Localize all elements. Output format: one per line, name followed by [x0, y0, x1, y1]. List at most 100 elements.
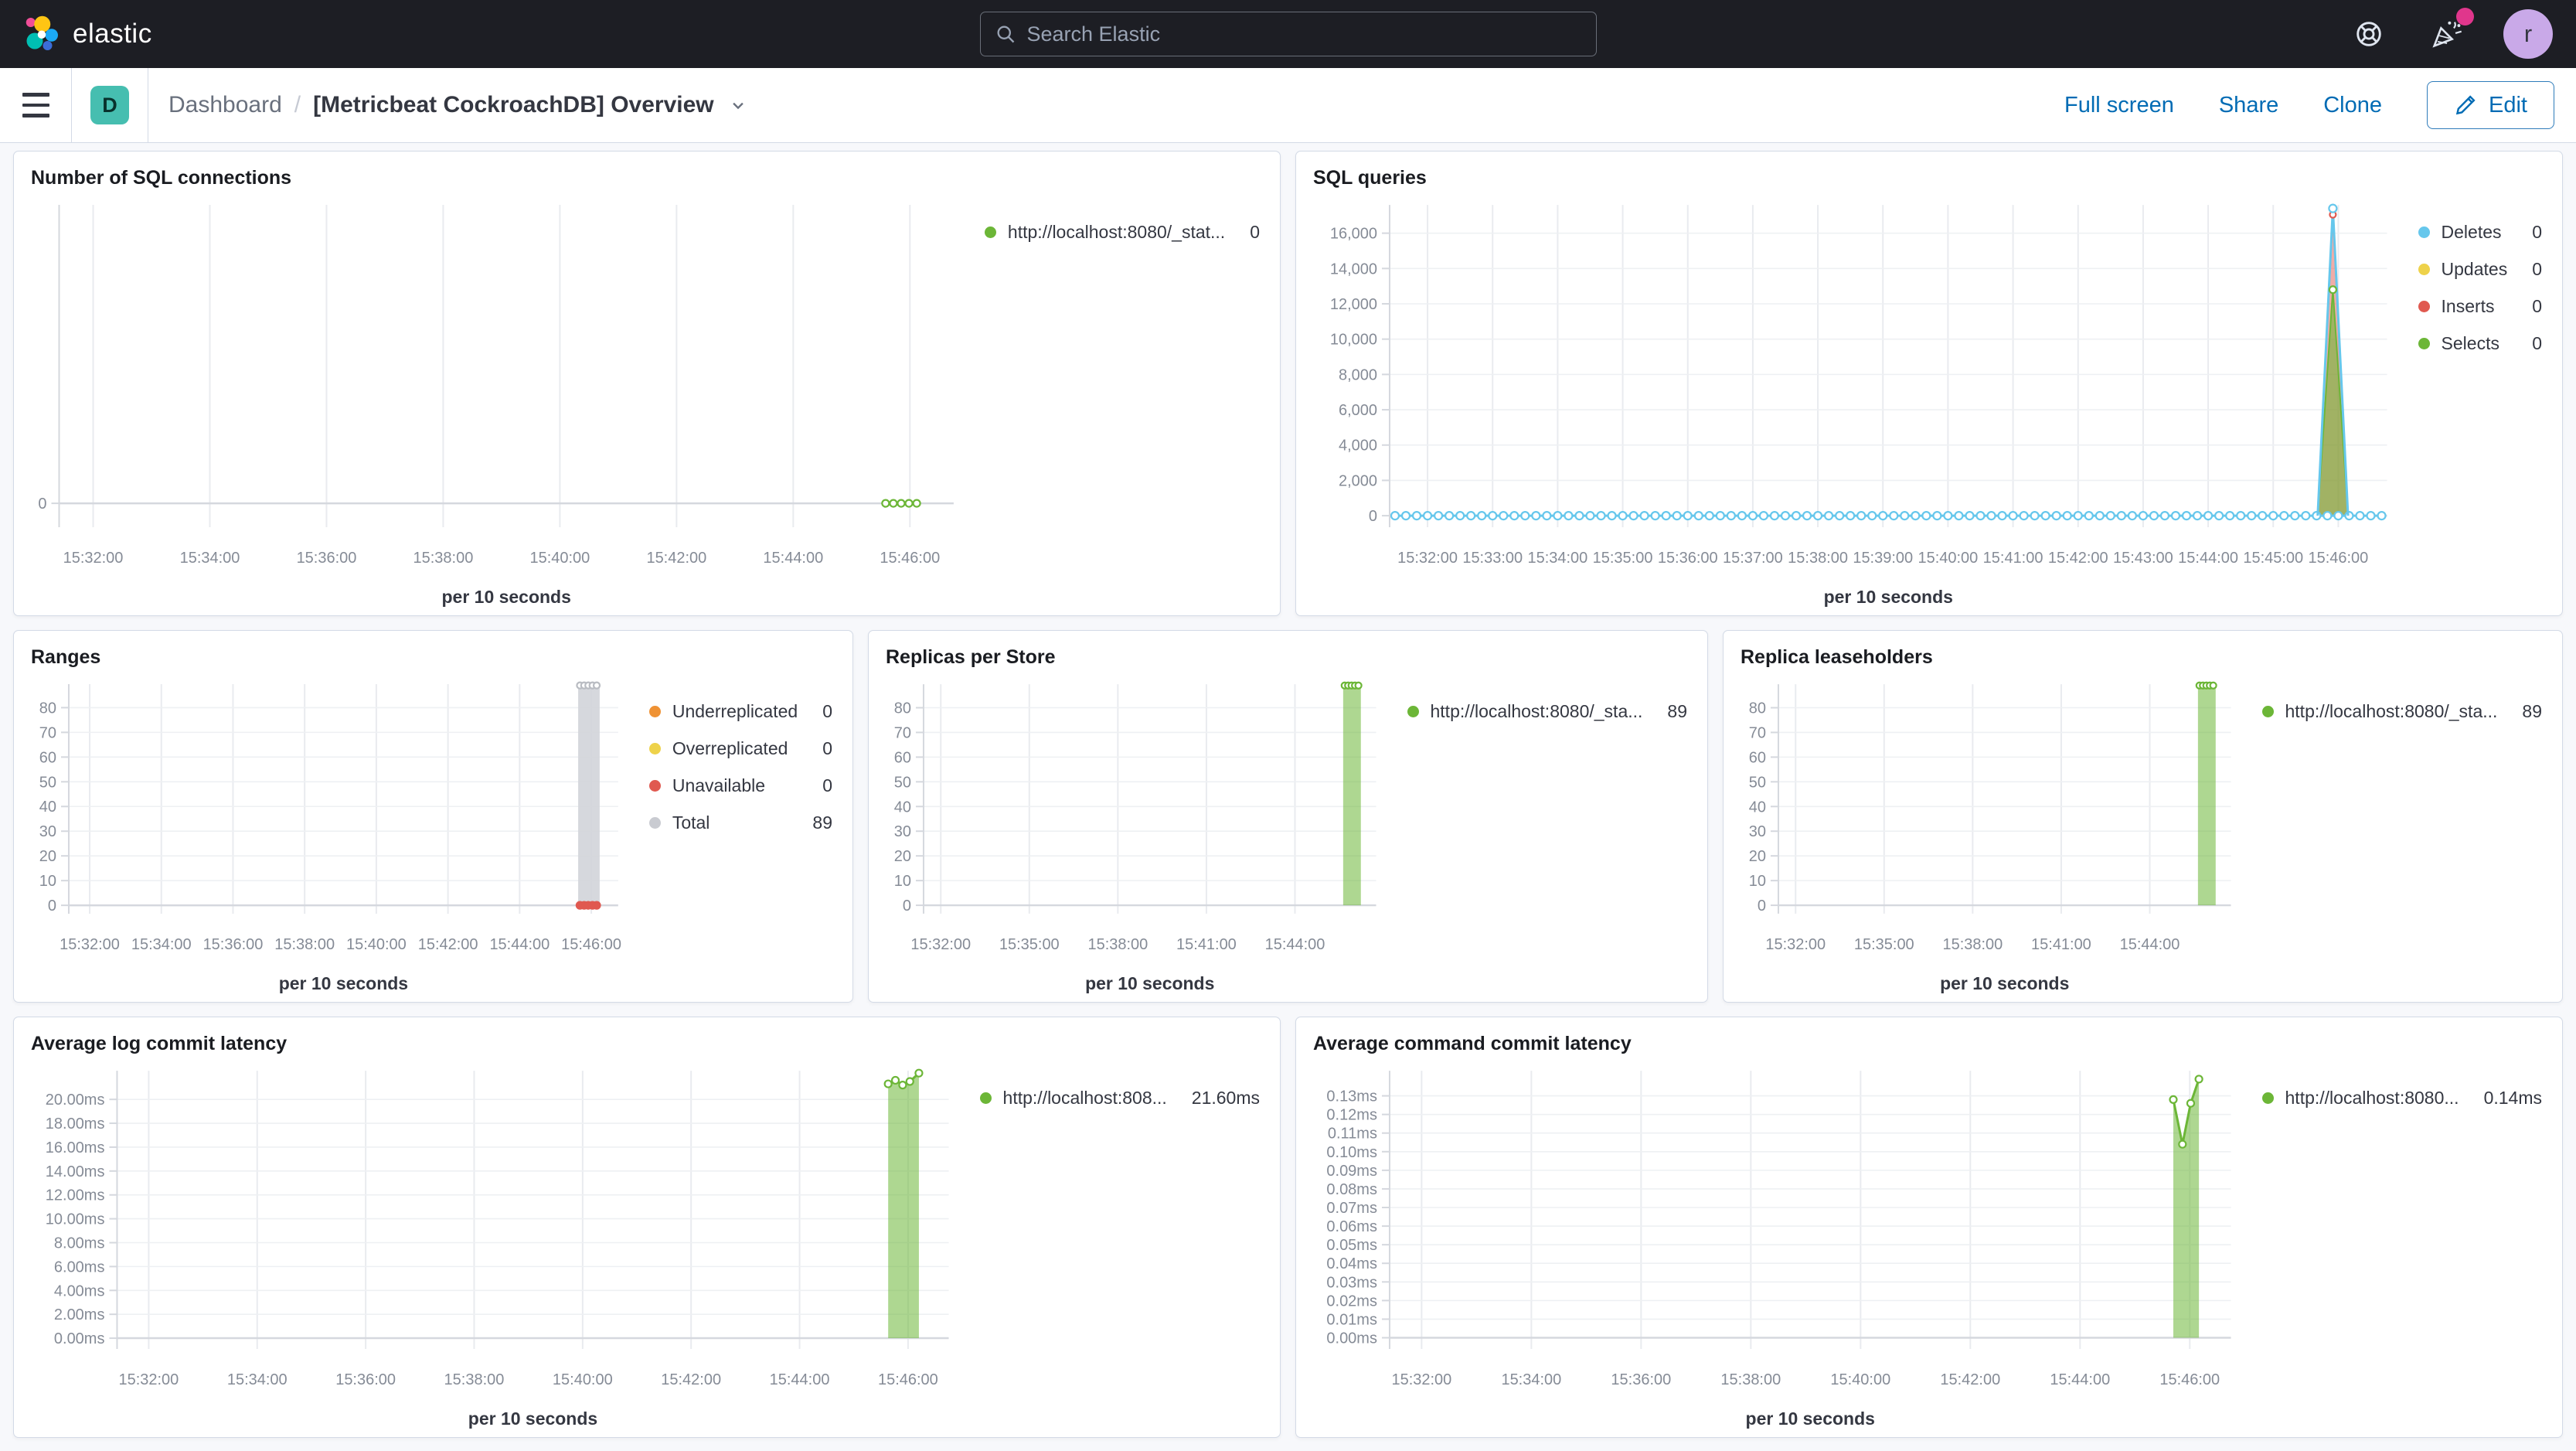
svg-text:per 10 seconds: per 10 seconds [279, 973, 408, 993]
legend-color-dot [2418, 264, 2430, 275]
svg-text:15:40:00: 15:40:00 [1918, 550, 1979, 567]
global-search[interactable] [979, 12, 1597, 56]
svg-text:20: 20 [1749, 848, 1766, 865]
legend-label: Underreplicated [672, 701, 798, 721]
breadcrumb-dashboard[interactable]: Dashboard [168, 92, 282, 118]
help-icon [2352, 17, 2386, 51]
svg-text:15:35:00: 15:35:00 [1593, 550, 1653, 567]
svg-text:12.00ms: 12.00ms [46, 1187, 105, 1204]
svg-text:15:32:00: 15:32:00 [60, 936, 120, 953]
legend-item[interactable]: Overreplicated 0 [648, 738, 832, 759]
full-screen-button[interactable]: Full screen [2064, 92, 2174, 118]
svg-text:60: 60 [39, 749, 56, 766]
svg-text:per 10 seconds: per 10 seconds [468, 1408, 597, 1429]
legend-item[interactable]: http://localhost:808... 21.60ms [979, 1088, 1260, 1109]
svg-text:15:34:00: 15:34:00 [227, 1371, 288, 1388]
menu-button[interactable] [0, 68, 71, 142]
svg-text:15:44:00: 15:44:00 [763, 550, 823, 567]
elastic-brand[interactable]: elastic [23, 14, 152, 54]
legend-item[interactable]: Inserts 0 [2418, 296, 2542, 317]
help-button[interactable] [2349, 14, 2389, 54]
svg-text:10: 10 [39, 873, 56, 890]
log-commit-latency-chart[interactable]: 0.00ms 2.00ms 4.00ms 6.00ms 8.00ms 10.00ms 12.… [28, 1060, 966, 1432]
svg-text:15:33:00: 15:33:00 [1462, 550, 1523, 567]
edit-button[interactable]: Edit [2427, 81, 2554, 129]
chart-legend: http://localhost:8080/_stat... 0 [984, 222, 1260, 259]
svg-text:0.08ms: 0.08ms [1326, 1181, 1377, 1198]
legend-color-dot [648, 743, 661, 754]
svg-text:80: 80 [39, 700, 56, 717]
panel-title: Average log commit latency [31, 1033, 288, 1054]
legend-value: 89 [2522, 701, 2542, 721]
legend-value: 21.60ms [1191, 1088, 1260, 1108]
svg-text:0.11ms: 0.11ms [1328, 1126, 1377, 1143]
legend-label: Total [672, 812, 710, 833]
panel-ranges: Ranges 0 10 20 30 40 50 60 70 80 15:32:00 15:34:00… [13, 630, 853, 1003]
svg-text:0: 0 [903, 898, 911, 915]
legend-item[interactable]: Updates 0 [2418, 259, 2542, 280]
legend-item[interactable]: Deletes 0 [2418, 222, 2542, 243]
svg-text:6.00ms: 6.00ms [54, 1259, 105, 1276]
ranges-chart[interactable]: 0 10 20 30 40 50 60 70 80 15:32:00 15:34:00 15:36:0… [28, 673, 635, 997]
svg-text:14.00ms: 14.00ms [46, 1163, 105, 1180]
legend-item[interactable]: Selects 0 [2418, 333, 2542, 354]
svg-text:15:32:00: 15:32:00 [118, 1371, 179, 1388]
svg-text:8.00ms: 8.00ms [54, 1235, 105, 1252]
legend-item[interactable]: http://localhost:8080... 0.14ms [2261, 1088, 2542, 1109]
edit-button-label: Edit [2489, 92, 2527, 118]
replica-leaseholders-chart[interactable]: 0 10 20 30 40 50 60 70 80 15:32:00 15:35:00 15:38:0… [1737, 673, 2248, 997]
legend-value: 0 [1250, 222, 1260, 242]
svg-text:15:36:00: 15:36:00 [1611, 1371, 1671, 1388]
legend-item[interactable]: http://localhost:8080/_sta... 89 [2261, 701, 2542, 722]
legend-value: 0.14ms [2483, 1088, 2542, 1108]
svg-text:40: 40 [1749, 799, 1766, 816]
sql-connections-chart[interactable]: 0 15:32:00 15:34:00 15:36:00 15:38:00 15:40:0… [28, 194, 971, 611]
legend-label: Overreplicated [672, 738, 788, 758]
sql-queries-chart[interactable]: 0 2,000 4,000 6,000 8,000 10,000 12,000 14,000 1… [1310, 194, 2404, 611]
chart-legend: Underreplicated 0 Overreplicated 0 Unava… [648, 701, 832, 850]
dashboard-toolbar: D Dashboard / [Metricbeat CockroachDB] O… [0, 68, 2576, 143]
svg-text:16,000: 16,000 [1330, 226, 1377, 243]
search-input[interactable] [1026, 22, 1582, 46]
user-avatar[interactable]: r [2503, 9, 2553, 59]
page-title[interactable]: [Metricbeat CockroachDB] Overview [313, 92, 714, 118]
legend-color-dot [648, 817, 661, 829]
svg-text:15:46:00: 15:46:00 [561, 936, 621, 953]
legend-item[interactable]: http://localhost:8080/_stat... 0 [984, 222, 1260, 243]
chart-legend: Deletes 0 Updates 0 Inserts 0 [2418, 222, 2542, 370]
svg-text:15:41:00: 15:41:00 [2031, 936, 2091, 953]
svg-text:15:34:00: 15:34:00 [1528, 550, 1588, 567]
replicas-per-store-chart[interactable]: 0 10 20 30 40 50 60 70 80 15:32:00 15:35:00 15:38:0… [883, 673, 1393, 997]
share-button[interactable]: Share [2218, 92, 2279, 118]
legend-color-dot [979, 1092, 992, 1104]
svg-text:15:32:00: 15:32:00 [910, 936, 971, 953]
svg-text:15:38:00: 15:38:00 [444, 1371, 505, 1388]
clone-button[interactable]: Clone [2323, 92, 2383, 118]
svg-text:15:38:00: 15:38:00 [1088, 936, 1148, 953]
svg-text:15:44:00: 15:44:00 [1265, 936, 1325, 953]
svg-text:15:46:00: 15:46:00 [2309, 550, 2369, 567]
news-button[interactable] [2426, 8, 2474, 54]
svg-text:15:40:00: 15:40:00 [346, 936, 407, 953]
legend-item[interactable]: Unavailable 0 [648, 775, 832, 796]
svg-text:0: 0 [38, 496, 46, 513]
legend-item[interactable]: Total 89 [648, 812, 832, 833]
svg-text:15:32:00: 15:32:00 [1397, 550, 1458, 567]
svg-text:16.00ms: 16.00ms [46, 1139, 105, 1156]
svg-text:15:41:00: 15:41:00 [1176, 936, 1237, 953]
panel-replica-leaseholders: Replica leaseholders 0 10 20 30 40 50 60 70 80 15… [1723, 630, 2563, 1003]
svg-text:0: 0 [1758, 898, 1766, 915]
title-menu-button[interactable] [728, 95, 748, 115]
svg-text:0.01ms: 0.01ms [1326, 1311, 1377, 1328]
svg-text:15:38:00: 15:38:00 [1788, 550, 1848, 567]
svg-text:10,000: 10,000 [1330, 332, 1377, 349]
chart-legend: http://localhost:8080/_sta... 89 [2261, 701, 2542, 738]
legend-item[interactable]: http://localhost:8080/_sta... 89 [1407, 701, 1687, 722]
legend-item[interactable]: Underreplicated 0 [648, 701, 832, 722]
svg-text:15:45:00: 15:45:00 [2243, 550, 2303, 567]
svg-text:15:46:00: 15:46:00 [2159, 1371, 2220, 1388]
svg-text:0.10ms: 0.10ms [1326, 1144, 1377, 1161]
svg-text:80: 80 [894, 700, 911, 717]
space-badge[interactable]: D [90, 86, 129, 124]
